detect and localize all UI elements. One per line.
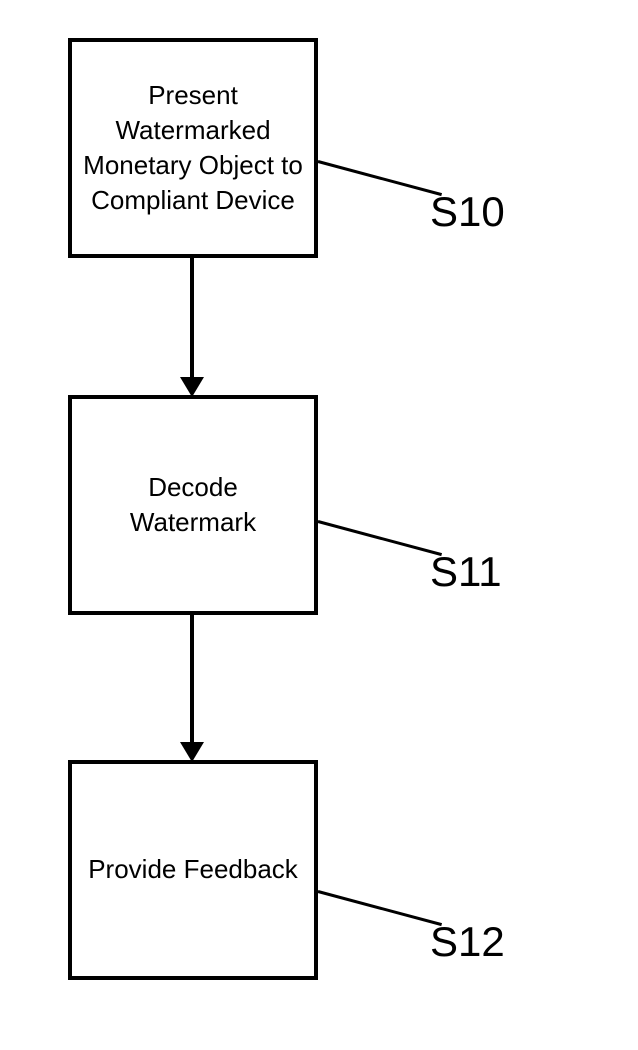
flow-box-feedback: Provide Feedback bbox=[68, 760, 318, 980]
flow-box-present: Present Watermarked Monetary Object to C… bbox=[68, 38, 318, 258]
flow-box-decode: Decode Watermark bbox=[68, 395, 318, 615]
flow-box-feedback-text: Provide Feedback bbox=[88, 852, 298, 887]
arrow-2-3-head bbox=[180, 742, 204, 762]
flow-box-present-text: Present Watermarked Monetary Object to C… bbox=[82, 78, 304, 218]
arrow-2-3-line bbox=[190, 615, 194, 742]
leader-line-s12 bbox=[318, 890, 442, 926]
flow-box-decode-text: Decode Watermark bbox=[82, 470, 304, 540]
arrow-1-2-head bbox=[180, 377, 204, 397]
leader-line-s10 bbox=[318, 160, 442, 196]
label-s12: S12 bbox=[430, 918, 505, 966]
label-s10: S10 bbox=[430, 188, 505, 236]
leader-line-s11 bbox=[318, 520, 442, 556]
label-s11: S11 bbox=[430, 548, 502, 596]
arrow-1-2-line bbox=[190, 258, 194, 377]
